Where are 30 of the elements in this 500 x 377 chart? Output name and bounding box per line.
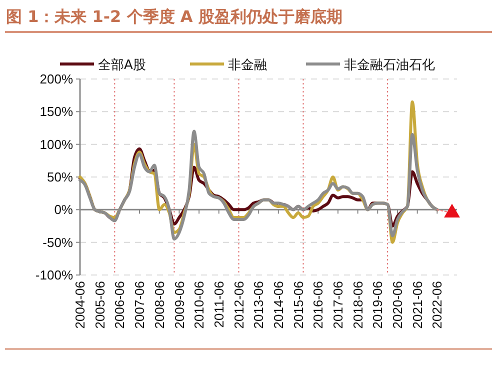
x-tick-label: 2020-06 (390, 281, 406, 329)
x-tick-label: 2013-06 (251, 281, 266, 329)
x-tick-label: 2022-06 (430, 281, 445, 329)
y-tick-label: 100% (40, 136, 74, 152)
legend-label: 全部A股 (98, 58, 146, 73)
chart-title: 图 1：未来 1-2 个季度 A 股盈利仍处于磨底期 (6, 7, 342, 26)
x-tick-label: 2010-06 (192, 281, 207, 329)
x-tick-label: 2021-06 (410, 281, 425, 329)
x-tick-label: 2009-06 (172, 281, 187, 329)
x-tick-label: 2006-06 (112, 281, 128, 329)
x-tick-label: 2004-06 (72, 281, 88, 329)
y-tick-label: -100% (35, 268, 74, 283)
x-tick-label: 2012-06 (231, 281, 246, 329)
y-tick-label: 150% (40, 104, 74, 120)
x-tick-label: 2017-06 (330, 281, 346, 329)
x-tick-label: 2019-06 (370, 281, 386, 329)
x-tick-label: 2005-06 (92, 281, 108, 329)
x-tick-label: 2015-06 (290, 281, 306, 329)
x-tick-label: 2014-06 (270, 281, 286, 329)
legend-label: 非金融石油石化 (344, 58, 435, 73)
y-tick-label: 200% (40, 72, 74, 87)
x-tick-label: 2018-06 (350, 281, 366, 329)
x-tick-label: 2016-06 (310, 281, 326, 329)
x-tick-label: 2007-06 (132, 281, 148, 329)
y-tick-label: 0% (54, 202, 74, 218)
legend-label: 非金融 (228, 58, 267, 73)
y-tick-label: 50% (46, 170, 74, 185)
x-tick-label: 2011-06 (211, 281, 226, 328)
x-tick-label: 2008-06 (152, 281, 167, 329)
y-tick-label: -50% (42, 234, 74, 250)
